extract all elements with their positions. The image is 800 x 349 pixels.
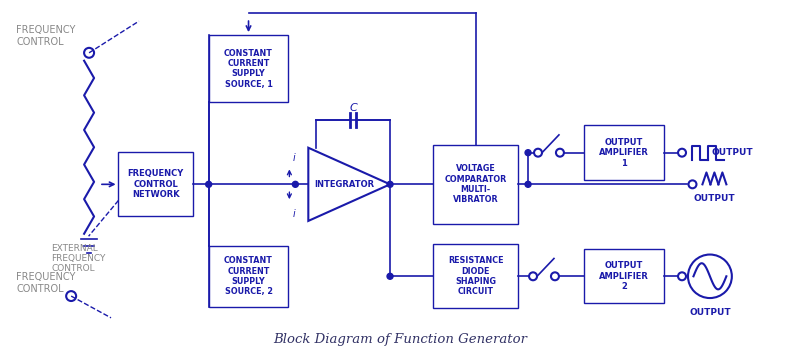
Circle shape [387, 181, 393, 187]
Text: C: C [350, 103, 357, 113]
Circle shape [387, 273, 393, 279]
Circle shape [525, 150, 531, 156]
Text: OUTPUT
AMPLIFIER
2: OUTPUT AMPLIFIER 2 [599, 261, 649, 291]
Text: FREQUENCY
CONTROL
NETWORK: FREQUENCY CONTROL NETWORK [128, 169, 184, 199]
Text: CONSTANT
CURRENT
SUPPLY
SOURCE, 1: CONSTANT CURRENT SUPPLY SOURCE, 1 [224, 49, 273, 89]
Text: OUTPUT: OUTPUT [689, 308, 730, 317]
Text: FREQUENCY
CONTROL: FREQUENCY CONTROL [16, 25, 76, 47]
Text: Block Diagram of Function Generator: Block Diagram of Function Generator [273, 333, 527, 346]
Circle shape [292, 181, 298, 187]
Text: OUTPUT: OUTPUT [694, 194, 735, 203]
Circle shape [206, 181, 212, 187]
Text: i: i [292, 153, 295, 163]
Text: i: i [292, 209, 295, 219]
Text: EXTERNAL
FREQUENCY
CONTROL: EXTERNAL FREQUENCY CONTROL [51, 244, 106, 273]
Text: INTEGRATOR: INTEGRATOR [314, 180, 374, 189]
Text: FREQUENCY
CONTROL: FREQUENCY CONTROL [16, 273, 76, 294]
Text: CONSTANT
CURRENT
SUPPLY
SOURCE, 2: CONSTANT CURRENT SUPPLY SOURCE, 2 [224, 256, 273, 296]
Text: OUTPUT
AMPLIFIER
1: OUTPUT AMPLIFIER 1 [599, 138, 649, 168]
Text: RESISTANCE
DIODE
SHAPING
CIRCUIT: RESISTANCE DIODE SHAPING CIRCUIT [448, 256, 503, 296]
Circle shape [525, 181, 531, 187]
Text: OUTPUT: OUTPUT [712, 148, 754, 157]
Text: VOLTAGE
COMPARATOR
MULTI-
VIBRATOR: VOLTAGE COMPARATOR MULTI- VIBRATOR [445, 164, 507, 205]
